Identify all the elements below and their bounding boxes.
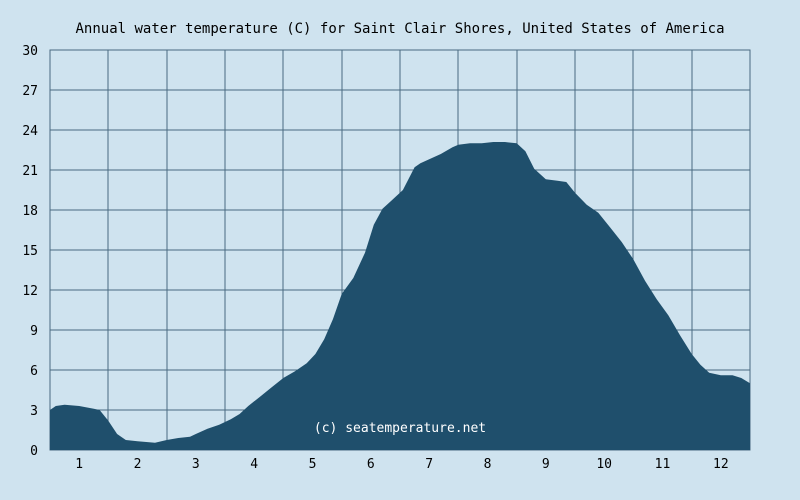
x-tick-label: 7 — [425, 457, 433, 472]
y-tick-label: 18 — [22, 204, 38, 219]
y-tick-label: 6 — [30, 364, 38, 379]
x-tick-label: 5 — [309, 457, 317, 472]
x-tick-label: 4 — [250, 457, 258, 472]
y-axis-tick-labels: 0 3 6 9 12 15 18 21 24 27 30 — [22, 44, 38, 459]
x-tick-label: 11 — [655, 457, 671, 472]
y-tick-label: 12 — [22, 284, 38, 299]
chart-title: Annual water temperature (C) for Saint C… — [75, 21, 724, 37]
y-tick-label: 24 — [22, 124, 38, 139]
x-tick-label: 3 — [192, 457, 200, 472]
y-tick-label: 27 — [22, 84, 38, 99]
y-tick-label: 21 — [22, 164, 38, 179]
x-axis-tick-labels: 1 2 3 4 5 6 7 8 9 10 11 12 — [75, 457, 728, 472]
y-tick-label: 30 — [22, 44, 38, 59]
x-tick-label: 2 — [134, 457, 142, 472]
x-tick-label: 12 — [713, 457, 729, 472]
copyright-annotation: (c) seatemperature.net — [314, 421, 486, 436]
x-tick-label: 8 — [484, 457, 492, 472]
x-tick-label: 10 — [596, 457, 612, 472]
x-tick-label: 6 — [367, 457, 375, 472]
x-tick-label: 9 — [542, 457, 550, 472]
y-tick-label: 9 — [30, 324, 38, 339]
y-tick-label: 3 — [30, 404, 38, 419]
temperature-area — [50, 142, 750, 450]
x-tick-label: 1 — [75, 457, 83, 472]
y-tick-label: 15 — [22, 244, 38, 259]
y-tick-label: 0 — [30, 444, 38, 459]
